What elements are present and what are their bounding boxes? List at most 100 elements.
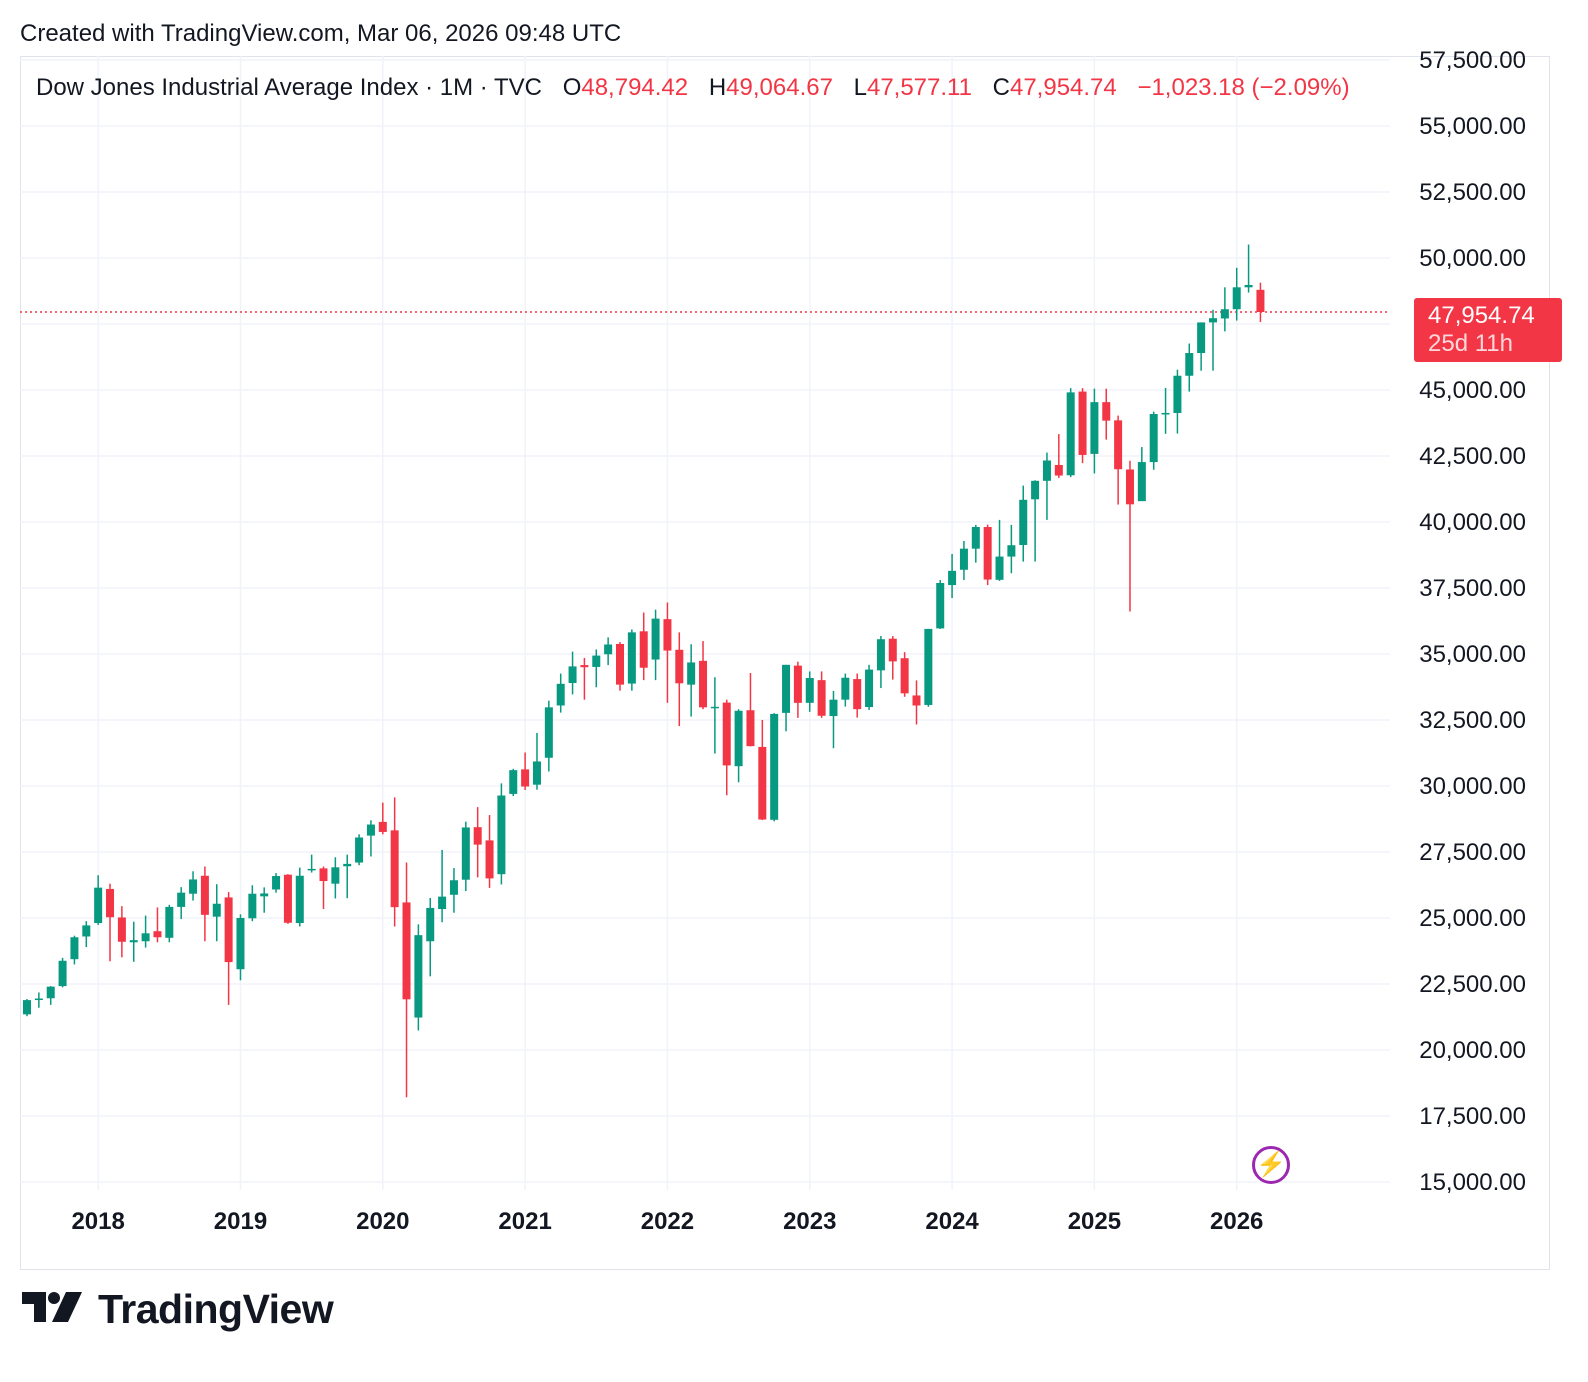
candle[interactable] — [1031, 480, 1040, 562]
candle[interactable] — [509, 768, 518, 797]
candle[interactable] — [46, 986, 55, 1005]
candle[interactable] — [355, 834, 364, 866]
candle[interactable] — [1220, 287, 1229, 332]
candle[interactable] — [426, 897, 435, 977]
candle[interactable] — [924, 628, 933, 707]
candle[interactable] — [1078, 388, 1087, 464]
candle[interactable] — [521, 752, 530, 790]
candle[interactable] — [971, 524, 980, 563]
candle[interactable] — [604, 637, 613, 666]
candle[interactable] — [616, 642, 624, 691]
candle[interactable] — [556, 673, 565, 713]
candle[interactable] — [627, 629, 636, 691]
candle[interactable] — [1125, 460, 1134, 612]
candle[interactable] — [1019, 485, 1028, 562]
candle[interactable] — [461, 821, 470, 892]
candle[interactable] — [580, 657, 589, 700]
candle[interactable] — [1114, 415, 1123, 505]
candle[interactable] — [366, 820, 375, 857]
candle[interactable] — [1066, 388, 1075, 478]
candle[interactable] — [1232, 267, 1241, 321]
candle[interactable] — [34, 992, 43, 1008]
candle[interactable] — [592, 649, 601, 688]
chart-panel[interactable] — [20, 56, 1550, 1270]
candle[interactable] — [1149, 411, 1158, 470]
candle[interactable] — [1161, 387, 1170, 434]
candle[interactable] — [865, 664, 874, 710]
candle[interactable] — [390, 797, 399, 927]
candle[interactable] — [70, 935, 79, 965]
candle[interactable] — [236, 914, 245, 981]
candle[interactable] — [438, 849, 447, 923]
candle[interactable] — [805, 671, 814, 712]
candle[interactable] — [758, 720, 767, 821]
candle[interactable] — [283, 874, 292, 924]
candle[interactable] — [900, 652, 909, 697]
candle[interactable] — [1007, 524, 1016, 574]
candle[interactable] — [793, 661, 802, 718]
candle[interactable] — [1173, 369, 1182, 434]
candle[interactable] — [888, 636, 897, 680]
candle[interactable] — [165, 904, 174, 943]
candle[interactable] — [1102, 388, 1111, 440]
candle[interactable] — [912, 680, 921, 725]
candle[interactable] — [639, 612, 648, 681]
candle[interactable] — [1090, 388, 1099, 474]
candle[interactable] — [817, 671, 826, 718]
candle[interactable] — [94, 875, 103, 925]
candle[interactable] — [936, 580, 945, 629]
candle[interactable] — [1042, 452, 1051, 520]
candle[interactable] — [497, 783, 506, 885]
candle[interactable] — [106, 883, 115, 962]
candle[interactable] — [473, 807, 482, 878]
candle[interactable] — [117, 906, 126, 958]
candle[interactable] — [746, 673, 755, 747]
candle[interactable] — [699, 641, 708, 710]
candle[interactable] — [948, 553, 957, 599]
candle[interactable] — [675, 632, 684, 727]
candle[interactable] — [260, 887, 269, 913]
candle[interactable] — [770, 713, 779, 822]
lightning-icon[interactable]: ⚡ — [1252, 1146, 1290, 1184]
candle[interactable] — [532, 732, 541, 790]
candle[interactable] — [1209, 309, 1217, 371]
candle[interactable] — [710, 677, 719, 754]
candle[interactable] — [983, 524, 992, 586]
candle[interactable] — [23, 999, 31, 1017]
candle[interactable] — [449, 868, 458, 913]
candle[interactable] — [343, 854, 352, 899]
candle[interactable] — [331, 857, 340, 899]
candle[interactable] — [414, 924, 423, 1031]
candle[interactable] — [829, 690, 838, 749]
candle[interactable] — [272, 873, 281, 893]
candle[interactable] — [1054, 434, 1063, 478]
candle[interactable] — [544, 700, 553, 772]
candle[interactable] — [307, 854, 316, 873]
candle[interactable] — [189, 871, 198, 901]
candle[interactable] — [782, 664, 791, 732]
candle[interactable] — [153, 907, 162, 943]
candle[interactable] — [319, 866, 328, 910]
candle[interactable] — [58, 957, 67, 988]
candle[interactable] — [129, 921, 138, 962]
candle[interactable] — [248, 885, 257, 922]
candle[interactable] — [82, 921, 91, 948]
candle[interactable] — [378, 802, 387, 835]
candle[interactable] — [1244, 244, 1253, 293]
candle[interactable] — [224, 892, 233, 1005]
candle[interactable] — [853, 673, 862, 718]
candle[interactable] — [141, 915, 150, 948]
candle[interactable] — [663, 602, 672, 703]
candle[interactable] — [1185, 343, 1194, 392]
candle[interactable] — [1137, 447, 1146, 502]
candle[interactable] — [212, 884, 221, 942]
candle[interactable] — [651, 609, 660, 681]
candle[interactable] — [841, 673, 850, 707]
candle[interactable] — [402, 862, 411, 1098]
candle[interactable] — [959, 541, 968, 581]
candle[interactable] — [200, 866, 209, 942]
candle[interactable] — [485, 815, 494, 888]
candle[interactable] — [722, 699, 731, 796]
candle[interactable] — [876, 636, 885, 689]
